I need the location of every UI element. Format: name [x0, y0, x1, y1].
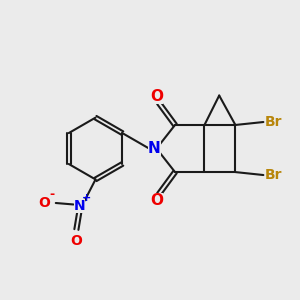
- Text: O: O: [70, 234, 82, 248]
- Text: O: O: [150, 193, 163, 208]
- Text: N: N: [148, 141, 161, 156]
- Text: Br: Br: [265, 168, 282, 182]
- Text: O: O: [39, 196, 50, 210]
- Text: N: N: [74, 199, 85, 213]
- Text: -: -: [50, 188, 55, 201]
- Text: Br: Br: [265, 115, 282, 129]
- Text: O: O: [150, 89, 163, 104]
- Text: +: +: [82, 193, 91, 203]
